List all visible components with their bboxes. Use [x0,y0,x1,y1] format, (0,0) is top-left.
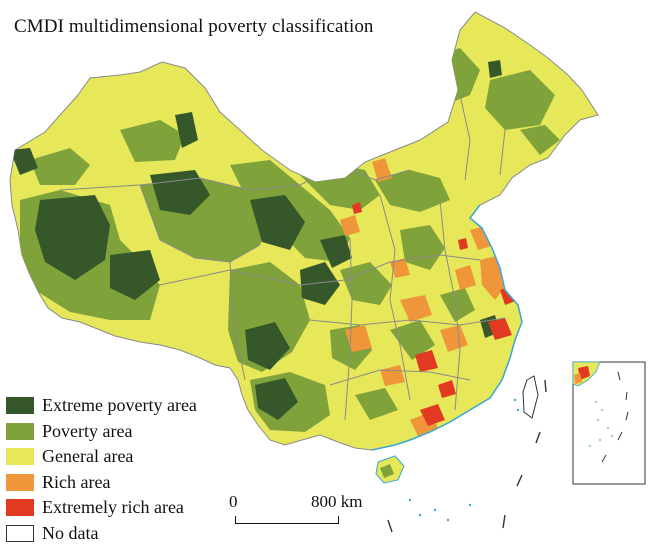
scale-end-label: 800 km [311,492,362,512]
legend-item-extreme-poverty: Extreme poverty area [6,393,197,419]
legend-swatch [6,525,34,542]
legend-label: Extreme poverty area [42,395,197,416]
legend-item-general: General area [6,444,197,470]
legend-item-no-data: No data [6,521,197,546]
legend-swatch [6,448,34,465]
legend-label: General area [42,446,133,467]
south-china-sea-inset [573,362,645,484]
legend-swatch [6,474,34,491]
legend-label: Extremely rich area [42,497,184,518]
legend-item-poverty: Poverty area [6,419,197,445]
map-title: CMDI multidimensional poverty classifica… [14,16,374,38]
scale-line [235,516,339,524]
taiwan-island [523,376,538,418]
legend: Extreme poverty area Poverty area Genera… [6,393,197,546]
legend-swatch [6,499,34,516]
scale-bar: 0 800 km [225,492,370,532]
legend-item-extremely-rich: Extremely rich area [6,495,197,521]
legend-label: Rich area [42,472,110,493]
scale-start-label: 0 [229,492,238,512]
legend-swatch [6,397,34,414]
legend-item-rich: Rich area [6,470,197,496]
legend-label: No data [42,523,98,544]
legend-swatch [6,423,34,440]
legend-label: Poverty area [42,421,132,442]
